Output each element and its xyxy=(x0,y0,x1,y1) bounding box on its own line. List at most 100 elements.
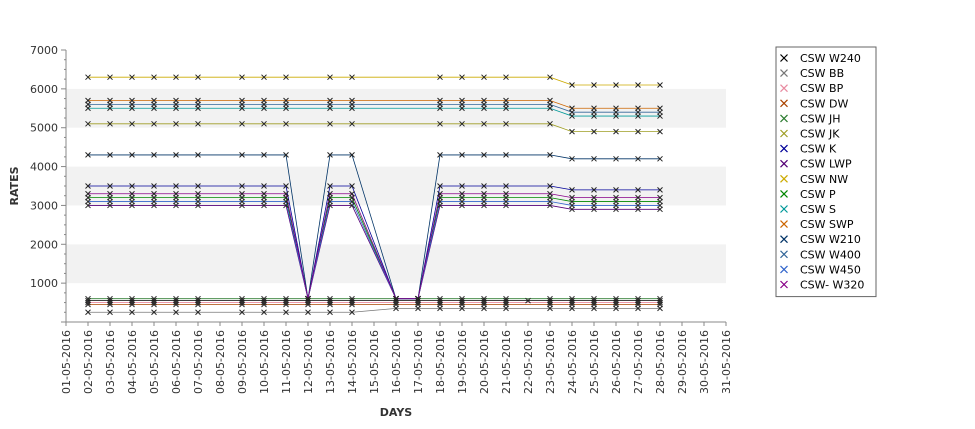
data-point xyxy=(591,155,597,162)
data-point xyxy=(327,152,333,158)
data-point-stroke xyxy=(481,198,487,205)
data-point xyxy=(239,190,245,197)
data-point xyxy=(503,198,509,205)
data-point-stroke xyxy=(173,120,179,127)
data-point-stroke xyxy=(283,309,289,316)
legend-item: CSW SWP xyxy=(780,218,854,231)
data-point-stroke xyxy=(503,295,509,302)
data-point xyxy=(437,198,443,205)
data-point-stroke xyxy=(613,202,619,209)
data-point xyxy=(195,190,201,197)
data-point-stroke xyxy=(195,101,201,108)
data-point xyxy=(129,74,135,81)
data-point-stroke xyxy=(173,74,179,81)
data-point-stroke xyxy=(349,190,355,197)
data-point xyxy=(261,101,267,108)
data-point xyxy=(657,128,663,135)
data-point xyxy=(459,301,465,308)
data-point-stroke xyxy=(195,74,201,81)
legend-item: CSW BP xyxy=(780,82,844,95)
data-point xyxy=(283,198,289,205)
data-point-stroke xyxy=(107,152,113,158)
data-point xyxy=(327,301,333,308)
legend-marker xyxy=(780,129,788,138)
data-point xyxy=(613,187,619,193)
data-point xyxy=(503,190,509,197)
legend-label: CSW P xyxy=(800,188,836,201)
data-point xyxy=(107,198,113,205)
data-point-stroke xyxy=(327,190,333,197)
data-point-stroke xyxy=(283,120,289,127)
data-point xyxy=(481,183,487,189)
legend-marker xyxy=(780,84,788,93)
x-axis: 01-05-2016 02-05-2016 03-05-2016 04-05-2016… xyxy=(60,321,733,394)
data-point xyxy=(85,152,91,158)
data-point-stroke xyxy=(327,301,333,308)
legend-label: CSW W210 xyxy=(800,233,861,246)
data-point-stroke xyxy=(195,198,201,205)
data-point-stroke xyxy=(349,295,355,302)
data-point xyxy=(349,309,355,316)
legend-item: CSW W240 xyxy=(780,52,861,65)
data-point xyxy=(151,183,157,189)
data-point-stroke xyxy=(613,194,619,201)
data-point-stroke xyxy=(613,155,619,162)
data-point xyxy=(151,190,157,197)
data-point xyxy=(85,198,91,205)
x-tick-label: 23-05-2016 xyxy=(544,330,557,394)
data-point xyxy=(195,309,201,316)
data-point xyxy=(195,74,201,81)
data-point-stroke xyxy=(569,109,575,116)
data-point-stroke xyxy=(547,120,553,127)
data-point-stroke xyxy=(129,295,135,302)
data-point xyxy=(107,309,113,316)
data-point-stroke xyxy=(613,301,619,308)
data-point-stroke xyxy=(481,74,487,81)
data-point xyxy=(129,152,135,158)
data-point xyxy=(547,301,553,308)
x-tick-label: 02-05-2016 xyxy=(82,330,95,394)
data-point-stroke xyxy=(261,295,267,302)
data-point-stroke xyxy=(349,198,355,205)
data-point-stroke xyxy=(481,295,487,302)
data-point-stroke xyxy=(459,74,465,81)
data-point-stroke xyxy=(657,187,663,193)
x-tick-label: 17-05-2016 xyxy=(412,330,425,394)
data-point xyxy=(107,74,113,81)
data-point-stroke xyxy=(657,301,663,308)
data-point xyxy=(173,301,179,308)
data-point-stroke xyxy=(129,301,135,308)
data-point-stroke xyxy=(107,301,113,308)
legend-marker xyxy=(780,280,788,289)
data-point xyxy=(327,120,333,127)
data-point-stroke xyxy=(613,82,619,88)
data-point xyxy=(283,183,289,189)
legend-label: CSW DW xyxy=(800,97,849,110)
data-point-stroke xyxy=(613,128,619,135)
data-point xyxy=(591,109,597,116)
data-point xyxy=(591,82,597,88)
data-point xyxy=(107,183,113,189)
data-point xyxy=(195,295,201,302)
x-tick-label: 16-05-2016 xyxy=(390,330,403,394)
data-point xyxy=(547,295,553,302)
y-axis-title: RATES xyxy=(8,166,21,205)
data-point xyxy=(283,301,289,308)
data-point xyxy=(503,183,509,189)
data-point-stroke xyxy=(129,74,135,81)
data-point-stroke xyxy=(327,152,333,158)
data-point-stroke xyxy=(151,301,157,308)
data-point xyxy=(481,74,487,81)
data-point-stroke xyxy=(481,301,487,308)
data-point xyxy=(547,120,553,127)
data-point xyxy=(239,309,245,316)
data-point-stroke xyxy=(151,74,157,81)
x-tick-label: 30-05-2016 xyxy=(698,330,711,394)
legend-item: CSW NW xyxy=(780,173,848,186)
data-point xyxy=(591,301,597,308)
data-point-stroke xyxy=(569,194,575,201)
data-point xyxy=(283,120,289,127)
data-point xyxy=(173,309,179,316)
data-point xyxy=(261,309,267,316)
data-point xyxy=(503,120,509,127)
